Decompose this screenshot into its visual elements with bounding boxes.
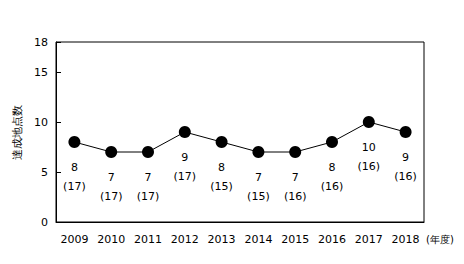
- svg-text:達成地点数: 達成地点数: [11, 105, 24, 160]
- svg-text:(16): (16): [284, 190, 307, 203]
- svg-text:18: 18: [34, 36, 48, 49]
- svg-text:(17): (17): [137, 190, 160, 203]
- svg-text:(17): (17): [174, 170, 197, 183]
- svg-text:(15): (15): [247, 190, 270, 203]
- svg-text:8: 8: [218, 161, 225, 174]
- svg-text:2011: 2011: [134, 233, 162, 246]
- svg-text:8: 8: [329, 161, 336, 174]
- svg-text:10: 10: [34, 116, 48, 129]
- svg-text:7: 7: [145, 171, 152, 184]
- svg-text:2015: 2015: [281, 233, 309, 246]
- svg-text:2016: 2016: [318, 233, 346, 246]
- svg-text:5: 5: [41, 166, 48, 179]
- svg-text:2017: 2017: [355, 233, 383, 246]
- svg-text:0: 0: [41, 216, 48, 229]
- svg-text:2012: 2012: [171, 233, 199, 246]
- svg-text:8: 8: [71, 161, 78, 174]
- svg-text:(年度): (年度): [426, 234, 454, 245]
- svg-text:7: 7: [108, 171, 115, 184]
- svg-text:(17): (17): [63, 180, 86, 193]
- svg-text:7: 7: [255, 171, 262, 184]
- svg-text:9: 9: [181, 151, 188, 164]
- svg-text:2010: 2010: [97, 233, 125, 246]
- svg-text:10: 10: [362, 141, 376, 154]
- svg-text:2013: 2013: [208, 233, 236, 246]
- svg-text:2014: 2014: [244, 233, 272, 246]
- svg-text:(16): (16): [394, 170, 417, 183]
- svg-text:(15): (15): [210, 180, 233, 193]
- svg-text:(16): (16): [358, 160, 381, 173]
- svg-text:(16): (16): [321, 180, 344, 193]
- svg-text:2009: 2009: [60, 233, 88, 246]
- svg-text:2018: 2018: [392, 233, 420, 246]
- svg-text:15: 15: [34, 66, 48, 79]
- svg-text:9: 9: [402, 151, 409, 164]
- svg-text:7: 7: [292, 171, 299, 184]
- svg-text:(17): (17): [100, 190, 123, 203]
